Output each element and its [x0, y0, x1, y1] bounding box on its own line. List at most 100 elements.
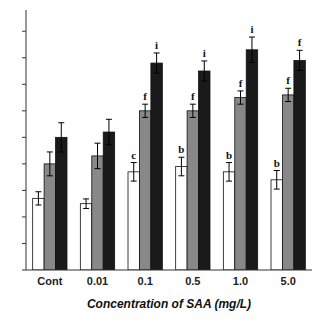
bar [246, 50, 257, 270]
significance-label: i [203, 47, 206, 59]
error-line [181, 157, 182, 176]
significance-label: b [178, 143, 184, 155]
significance-label: b [274, 157, 280, 169]
error-cap [190, 104, 196, 105]
error-line [229, 163, 230, 182]
error-bar [297, 50, 303, 70]
bar [103, 132, 114, 270]
y-axis [26, 10, 27, 270]
error-cap [201, 81, 207, 82]
error-cap [142, 117, 148, 118]
error-bar [178, 157, 184, 176]
x-tick-label: Cont [37, 275, 62, 287]
error-bar [131, 163, 137, 182]
error-cap [47, 175, 53, 176]
error-cap [201, 60, 207, 61]
error-cap [285, 88, 291, 89]
error-cap [58, 122, 64, 123]
error-line [49, 152, 50, 176]
error-cap [274, 170, 280, 171]
x-tick-label: 5.0 [281, 275, 296, 287]
error-cap [47, 151, 53, 152]
error-cap [190, 117, 196, 118]
error-cap [35, 191, 41, 192]
significance-label: f [191, 90, 195, 102]
error-bar [285, 88, 291, 101]
error-cap [154, 73, 160, 74]
y-tick [22, 110, 26, 111]
error-cap [238, 104, 244, 105]
error-cap [106, 144, 112, 145]
error-bar [201, 61, 207, 81]
significance-label: i [155, 39, 158, 51]
error-bar [35, 192, 41, 205]
bar [271, 180, 282, 270]
error-cap [142, 104, 148, 105]
error-bar [238, 91, 244, 104]
error-cap [249, 37, 255, 38]
error-line [240, 91, 241, 104]
error-bar [142, 104, 148, 117]
y-tick [22, 163, 26, 164]
bar [235, 98, 246, 270]
error-cap [95, 143, 101, 144]
x-tick-label: 0.5 [185, 275, 200, 287]
error-cap [58, 151, 64, 152]
error-cap [106, 119, 112, 120]
error-bar [106, 119, 112, 144]
error-cap [238, 90, 244, 91]
y-tick [22, 137, 26, 138]
error-line [97, 143, 98, 168]
bar [187, 111, 198, 270]
bar [80, 204, 91, 270]
error-cap [226, 181, 232, 182]
bar [282, 95, 293, 270]
significance-label: f [298, 36, 302, 48]
error-bar [83, 199, 89, 209]
error-line [299, 50, 300, 70]
error-bar [226, 163, 232, 182]
chart: cbbbffffiiifCont0.010.10.51.05.0Concentr… [0, 0, 320, 320]
bar [176, 167, 187, 270]
significance-label: f [143, 90, 147, 102]
bar [139, 111, 150, 270]
significance-label: b [226, 149, 232, 161]
error-bar [58, 123, 64, 152]
error-bar [154, 53, 160, 73]
error-line [38, 192, 39, 205]
bar [223, 172, 234, 270]
error-cap [131, 181, 137, 182]
significance-label: f [239, 77, 243, 89]
y-tick [22, 270, 26, 271]
error-cap [226, 162, 232, 163]
bar [199, 71, 210, 270]
error-line [61, 123, 62, 152]
y-tick [22, 243, 26, 244]
bar [44, 164, 55, 270]
error-bar [274, 171, 280, 190]
error-cap [249, 62, 255, 63]
significance-label: f [286, 74, 290, 86]
error-cap [154, 52, 160, 53]
error-bar [190, 104, 196, 117]
x-tick-label: 0.01 [87, 275, 108, 287]
error-bar [47, 152, 53, 176]
error-line [276, 171, 277, 190]
y-tick [22, 31, 26, 32]
y-tick [22, 84, 26, 85]
error-line [133, 163, 134, 182]
error-line [108, 119, 109, 144]
error-bar [249, 37, 255, 62]
significance-label: i [250, 23, 253, 35]
error-bar [95, 143, 101, 168]
error-cap [83, 208, 89, 209]
significance-label: c [131, 149, 136, 161]
y-tick [22, 190, 26, 191]
bar [128, 172, 139, 270]
bar [56, 137, 67, 270]
error-line [192, 104, 193, 117]
y-tick [22, 57, 26, 58]
error-cap [178, 175, 184, 176]
error-line [288, 88, 289, 101]
error-line [251, 37, 252, 62]
